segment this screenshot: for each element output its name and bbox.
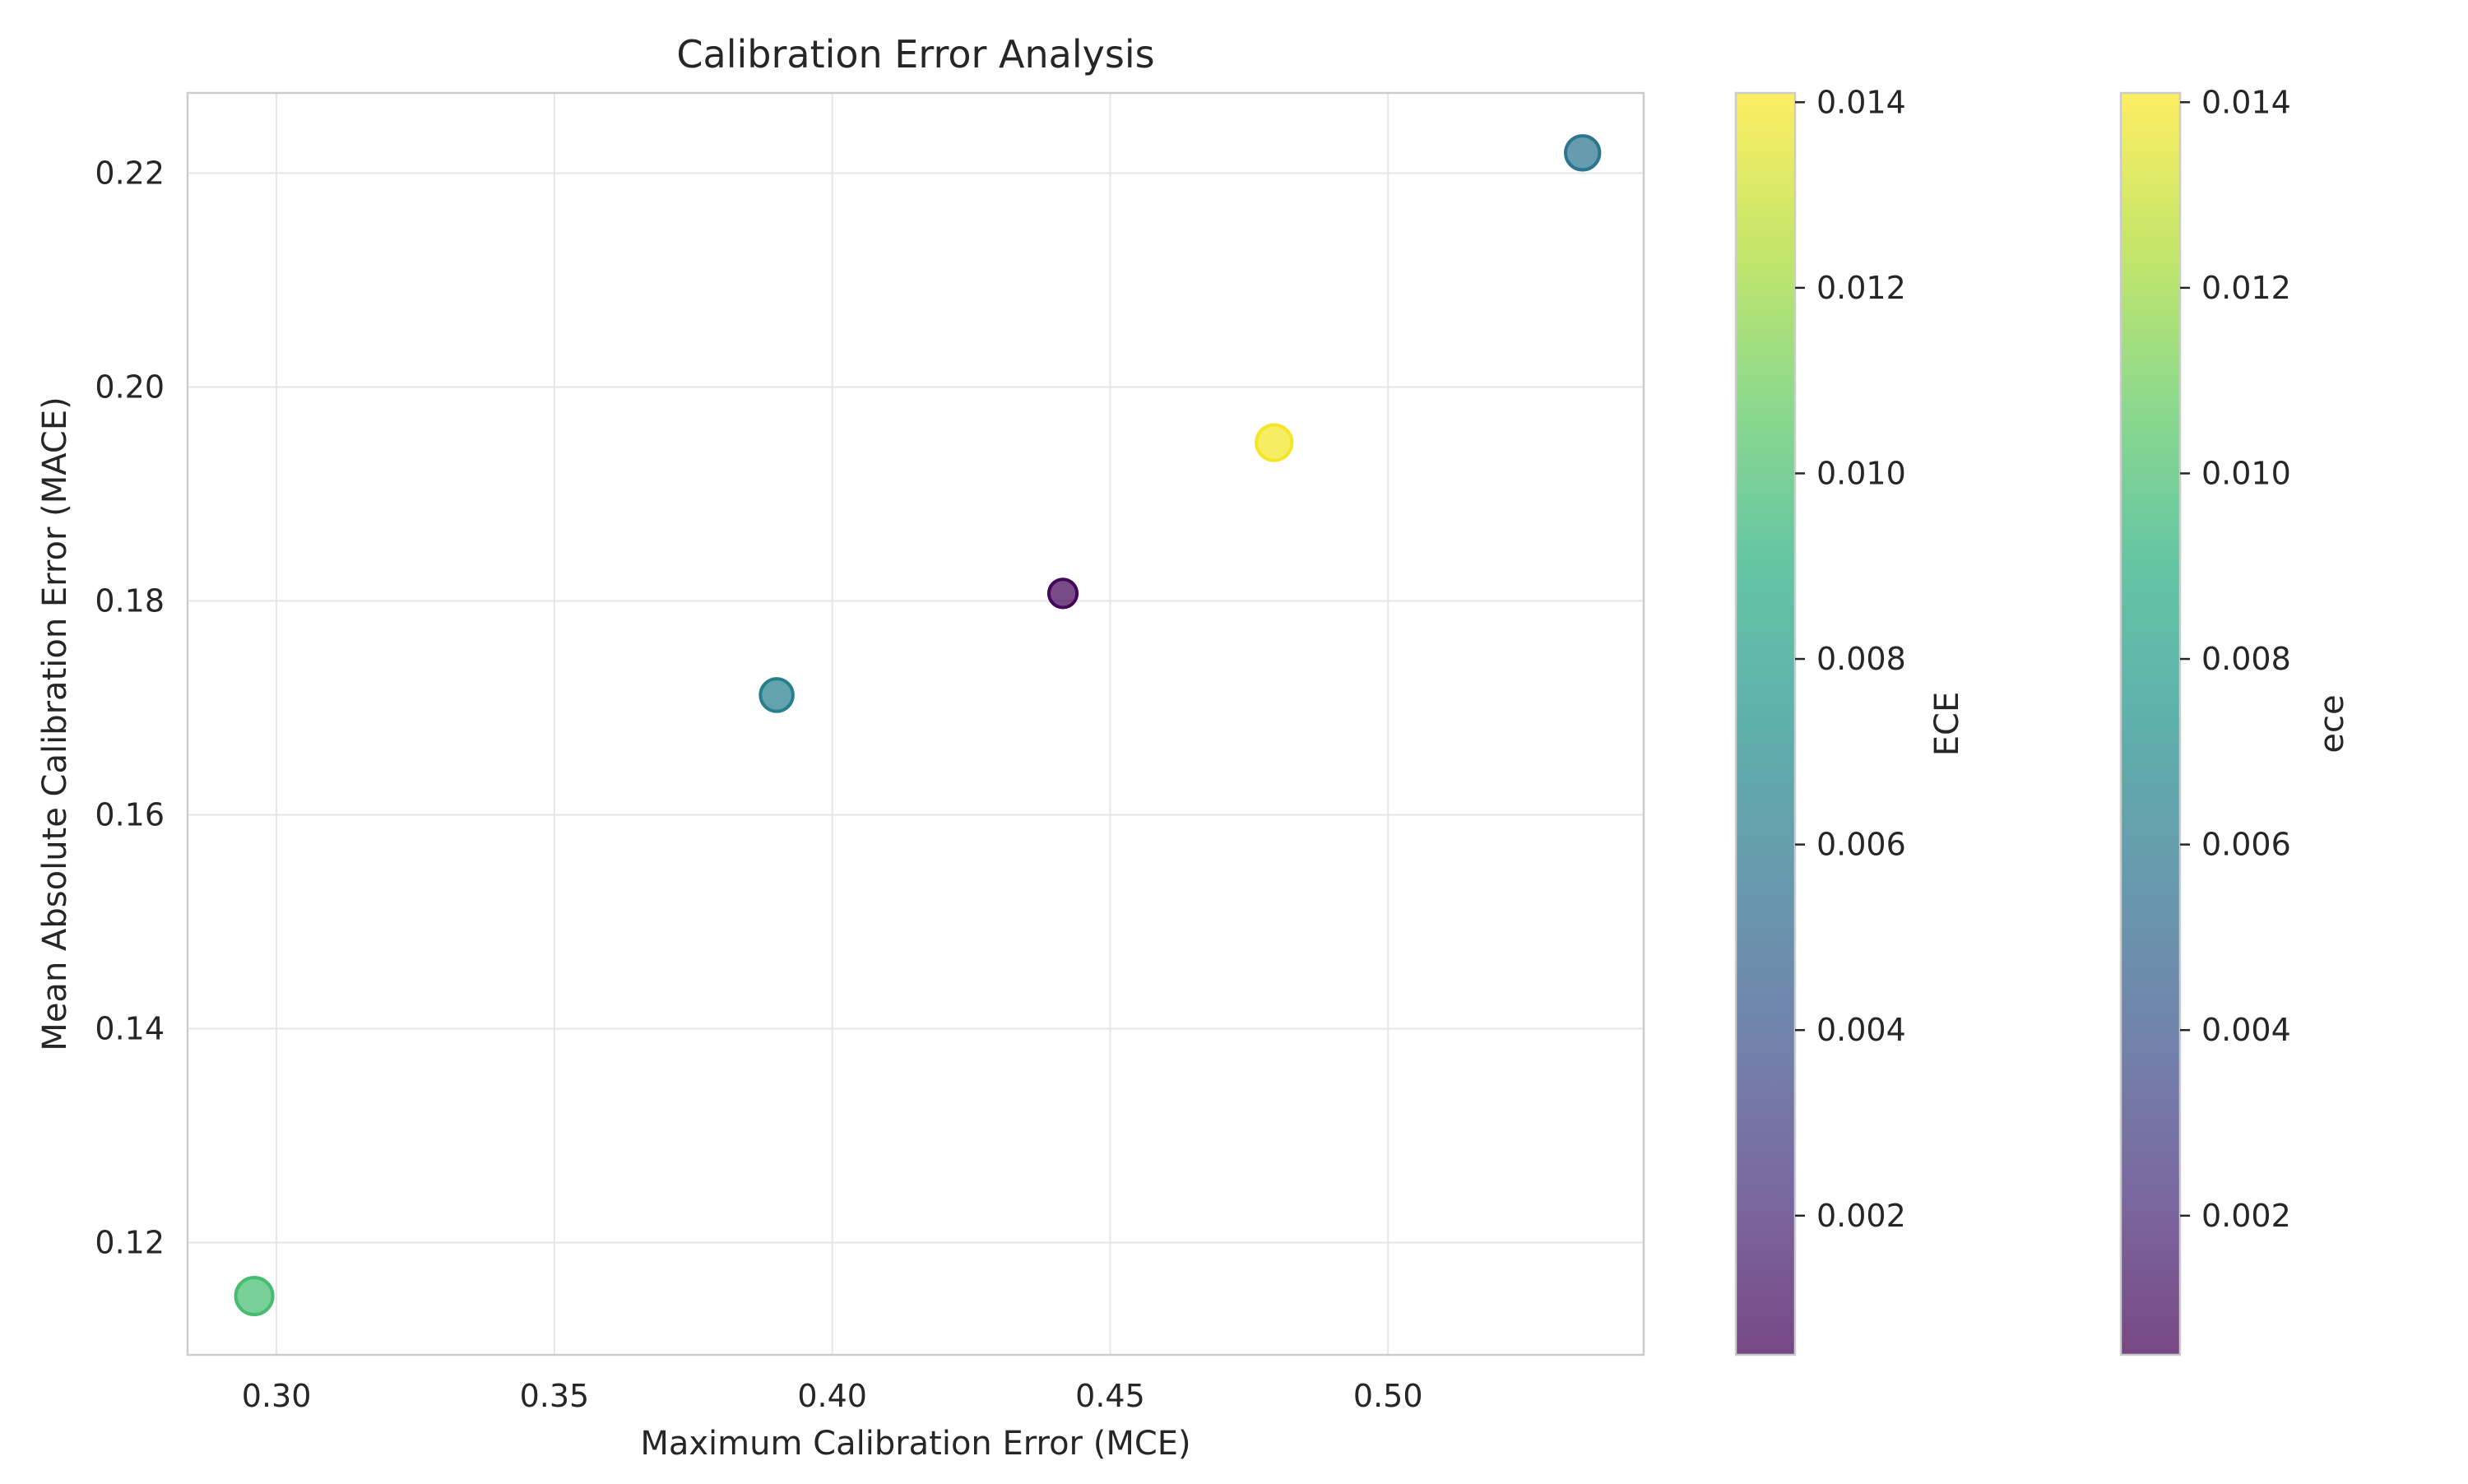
scatter-point — [1046, 577, 1079, 610]
colorbar-tick-label: 0.006 — [2201, 827, 2291, 863]
y-tick-label: 0.12 — [95, 1225, 165, 1261]
colorbar-label: ece — [2313, 694, 2351, 753]
colorbar-tick-label: 0.014 — [1816, 84, 1906, 120]
colorbar-tick-label: 0.012 — [2201, 270, 2291, 306]
x-axis-label: Maximum Calibration Error (MCE) — [640, 1425, 1190, 1463]
scatter-point — [1563, 134, 1602, 172]
x-tick-label: 0.45 — [1075, 1378, 1145, 1414]
x-tick-label: 0.50 — [1353, 1378, 1423, 1414]
colorbar-tick-label: 0.012 — [1816, 270, 1906, 306]
colorbar-2: 0.002 0.004 0.006 0.008 0.010 0.012 0.014 ece — [2119, 84, 2351, 1356]
y-axis-ticks: 0.12 0.14 0.16 0.18 0.20 0.22 — [95, 155, 165, 1261]
colorbar-gradient — [1734, 91, 1797, 1356]
grid-lines — [188, 93, 1644, 1355]
colorbar-tick-label: 0.008 — [2201, 641, 2291, 677]
colorbar-tick-label: 0.014 — [2201, 84, 2291, 120]
colorbars: 0.0020.0040.0060.0080.0100.0120.014ECE0.… — [1734, 84, 2351, 1356]
chart-title: Calibration Error Analysis — [676, 32, 1154, 77]
colorbar-label: ECE — [1928, 692, 1966, 756]
colorbar-tick-label: 0.008 — [1816, 641, 1906, 677]
y-axis-label: Mean Absolute Calibration Error (MACE) — [36, 397, 74, 1050]
x-tick-label: 0.35 — [520, 1378, 590, 1414]
colorbar-tick-label: 0.010 — [1816, 455, 1906, 491]
x-axis-ticks: 0.30 0.35 0.40 0.45 0.50 — [242, 1378, 1423, 1414]
colorbar-1: 0.002 0.004 0.006 0.008 0.010 0.012 0.014 ECE — [1734, 84, 1966, 1356]
colorbar-tick-label: 0.002 — [2201, 1198, 2291, 1234]
colorbar-tick-label: 0.010 — [2201, 455, 2291, 491]
colorbar-tick-label: 0.004 — [2201, 1012, 2291, 1048]
colorbar-tick-label: 0.004 — [1816, 1012, 1906, 1048]
x-tick-label: 0.30 — [242, 1378, 312, 1414]
data-points — [234, 134, 1602, 1316]
scatter-point — [1255, 423, 1294, 462]
y-tick-label: 0.20 — [95, 369, 165, 406]
colorbar-gradient — [2119, 91, 2182, 1356]
y-tick-label: 0.22 — [95, 155, 165, 192]
colorbar-tick-label: 0.002 — [1816, 1198, 1906, 1234]
y-tick-label: 0.14 — [95, 1011, 165, 1047]
y-tick-label: 0.18 — [95, 583, 165, 619]
plot-area-frame — [186, 91, 1645, 1356]
scatter-point — [234, 1276, 275, 1316]
x-tick-label: 0.40 — [797, 1378, 867, 1414]
colorbar-tick-label: 0.006 — [1816, 827, 1906, 863]
y-tick-label: 0.16 — [95, 797, 165, 833]
scatter-point — [758, 677, 795, 713]
